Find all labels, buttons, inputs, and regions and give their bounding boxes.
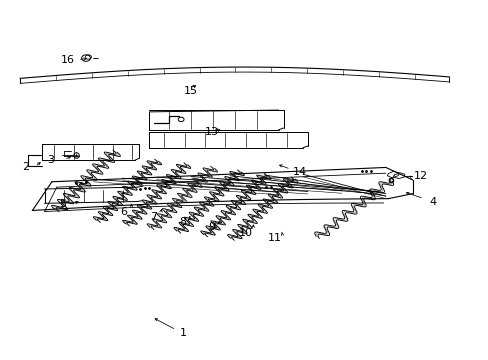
Text: 15: 15	[183, 86, 198, 96]
Text: 1: 1	[180, 328, 187, 338]
Text: 9: 9	[208, 222, 215, 232]
Text: 10: 10	[239, 228, 252, 238]
Text: 5: 5	[60, 199, 66, 210]
Text: 2: 2	[22, 162, 30, 172]
Text: 16: 16	[61, 54, 75, 64]
Text: 3: 3	[47, 154, 54, 165]
Text: 7: 7	[149, 212, 157, 222]
Text: 12: 12	[413, 171, 427, 181]
Text: 8: 8	[179, 217, 186, 227]
Text: 13: 13	[204, 127, 219, 136]
Text: 14: 14	[292, 167, 306, 177]
Text: 11: 11	[268, 233, 282, 243]
Text: 6: 6	[121, 207, 127, 217]
Text: 4: 4	[429, 197, 436, 207]
